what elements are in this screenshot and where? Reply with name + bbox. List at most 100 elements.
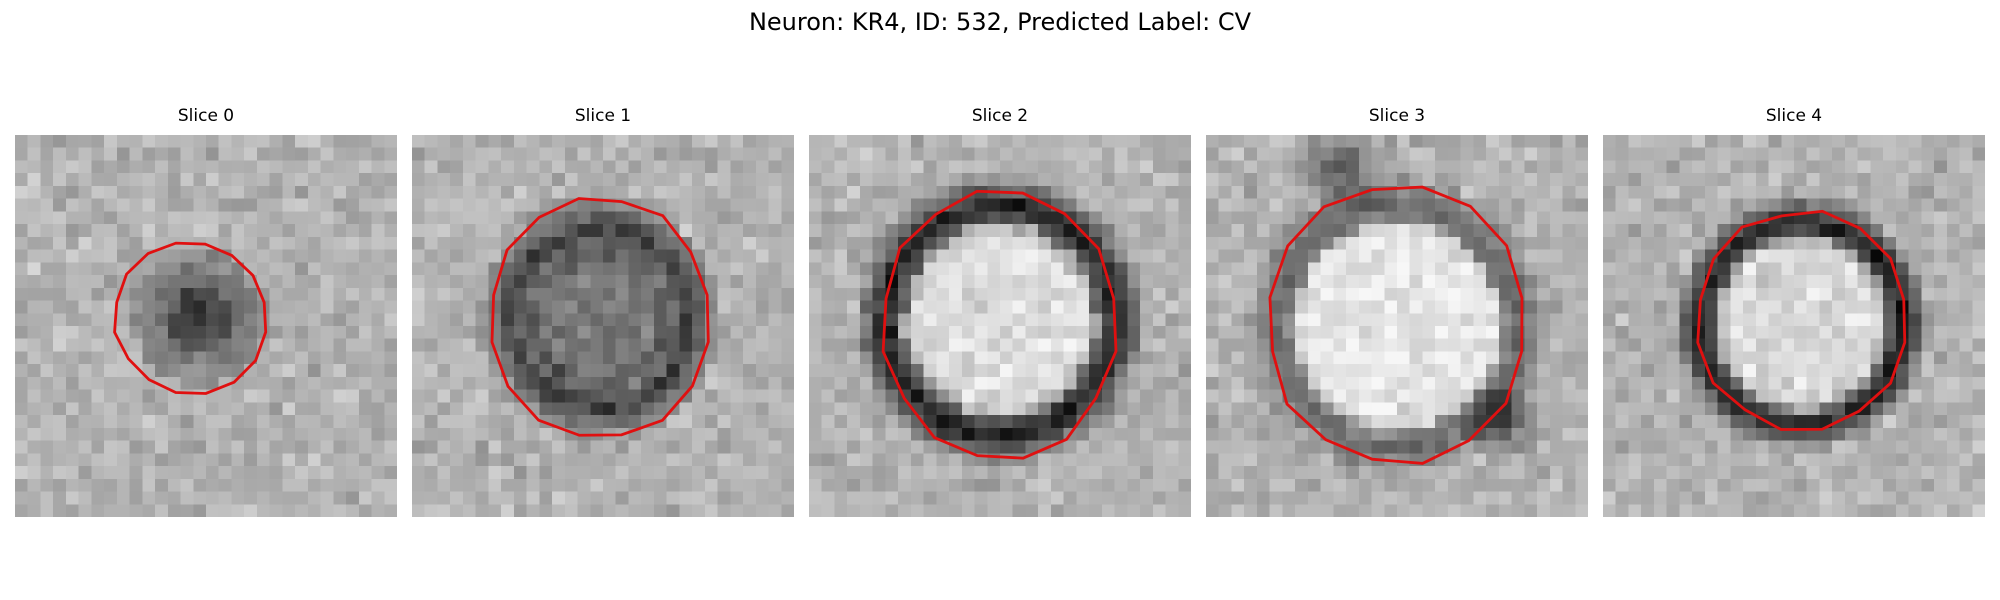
pixel <box>1486 338 1500 352</box>
pixel <box>936 135 950 148</box>
pixel <box>666 326 680 339</box>
pixel <box>1743 440 1757 454</box>
pixel <box>1218 351 1232 365</box>
pixel <box>1562 185 1576 199</box>
pixel <box>1165 326 1179 339</box>
pixel <box>231 326 245 339</box>
pixel <box>1000 160 1013 174</box>
pixel <box>526 389 540 403</box>
pixel <box>1282 287 1296 301</box>
pixel <box>1050 415 1064 429</box>
pixel <box>1511 440 1525 454</box>
pixel <box>1832 287 1846 301</box>
pixel <box>615 224 629 238</box>
pixel <box>218 364 232 378</box>
pixel <box>1244 440 1258 454</box>
pixel <box>847 415 861 429</box>
pixel <box>307 160 321 174</box>
pixel <box>730 147 744 161</box>
pixel <box>1256 211 1270 225</box>
pixel <box>666 262 680 276</box>
pixel <box>1152 300 1166 314</box>
pixel <box>1641 300 1655 314</box>
pixel <box>15 415 28 429</box>
pixel <box>936 364 950 378</box>
pixel <box>1692 415 1706 429</box>
pixel <box>65 364 79 378</box>
pixel <box>872 198 886 212</box>
pixel <box>412 376 425 390</box>
pixel <box>1743 300 1757 314</box>
pixel <box>1244 389 1258 403</box>
pixel <box>116 402 130 416</box>
pixel <box>821 249 835 263</box>
pixel <box>1921 211 1935 225</box>
pixel <box>1473 453 1487 467</box>
pixel <box>1959 453 1973 467</box>
pixel <box>1012 364 1026 378</box>
pixel <box>577 198 591 212</box>
pixel <box>743 300 757 314</box>
pixel <box>653 185 667 199</box>
pixel <box>961 491 975 505</box>
pixel <box>1549 440 1563 454</box>
pixel <box>501 466 515 480</box>
pixel <box>1282 198 1296 212</box>
pixel <box>371 326 385 339</box>
pixel <box>78 262 92 276</box>
pixel <box>1165 351 1179 365</box>
pixel <box>384 466 397 480</box>
pixel <box>1895 198 1909 212</box>
pixel <box>961 287 975 301</box>
pixel <box>961 224 975 238</box>
pixel <box>358 147 372 161</box>
pixel <box>1473 300 1487 314</box>
pixel <box>142 478 156 492</box>
pixel <box>1666 211 1680 225</box>
pixel <box>1320 275 1334 289</box>
pixel <box>961 376 975 390</box>
pixel <box>1524 402 1538 416</box>
pixel <box>1562 415 1576 429</box>
pixel <box>1460 389 1474 403</box>
pixel <box>1743 389 1757 403</box>
pixel <box>872 275 886 289</box>
pixel <box>1498 491 1512 505</box>
pixel <box>590 249 604 263</box>
pixel <box>40 351 54 365</box>
pixel <box>40 287 54 301</box>
pixel <box>27 313 41 327</box>
pixel <box>104 466 118 480</box>
pixel <box>1256 402 1270 416</box>
pixel <box>1295 453 1309 467</box>
pixel <box>231 211 245 225</box>
pixel <box>1473 478 1487 492</box>
pixel <box>717 300 731 314</box>
pixel <box>1422 224 1436 238</box>
pixel <box>1704 453 1718 467</box>
pixel <box>1524 147 1538 161</box>
pixel <box>1346 236 1360 250</box>
pixel <box>206 402 219 416</box>
pixel <box>768 313 782 327</box>
pixel <box>1562 236 1576 250</box>
pixel <box>1206 262 1219 276</box>
pixel <box>371 262 385 276</box>
pixel <box>1165 402 1179 416</box>
pixel <box>1603 236 1616 250</box>
pixel <box>155 478 169 492</box>
pixel <box>1358 249 1372 263</box>
pixel <box>1127 147 1141 161</box>
pixel <box>847 364 861 378</box>
pixel <box>1883 504 1897 517</box>
pixel <box>256 249 270 263</box>
pixel <box>666 147 680 161</box>
pixel <box>1333 147 1347 161</box>
pixel <box>155 224 169 238</box>
pixel <box>1178 326 1191 339</box>
pixel <box>1615 135 1629 148</box>
pixel <box>206 147 219 161</box>
pixel <box>320 313 334 327</box>
pixel <box>167 504 181 517</box>
pixel <box>437 147 451 161</box>
